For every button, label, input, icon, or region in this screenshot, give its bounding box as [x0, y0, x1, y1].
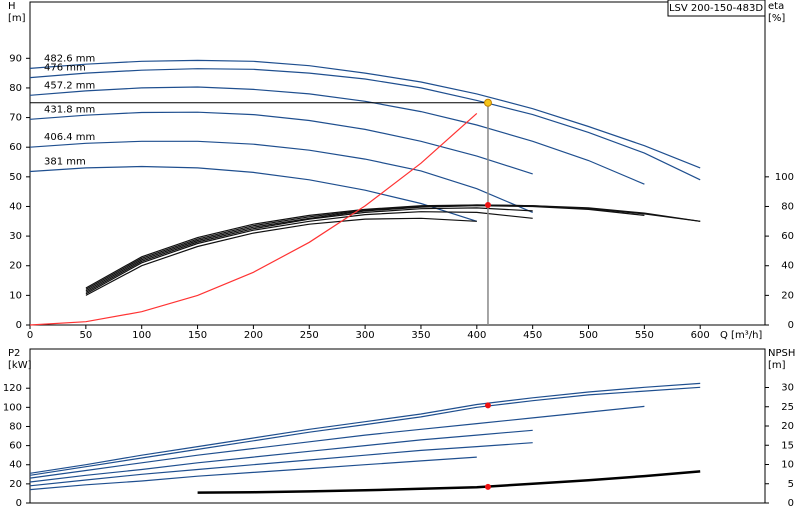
- curve: [29, 429, 533, 483]
- y-tick-label: 90: [9, 53, 22, 64]
- curve: [29, 386, 701, 476]
- model-label: LSV 200-150-483D: [669, 3, 763, 14]
- curve-label: 476 mm: [44, 63, 86, 74]
- y2-tick-label: 40: [781, 261, 794, 272]
- x-tick-label: 250: [300, 330, 319, 341]
- curve-label: 457.2 mm: [44, 80, 95, 91]
- y-tick-label: 120: [3, 383, 22, 394]
- curve: [85, 204, 701, 290]
- y2-axis-unit: [%]: [768, 13, 785, 24]
- y-tick-label: 60: [9, 441, 22, 452]
- y-tick-label: 80: [9, 421, 22, 432]
- curve: [29, 59, 701, 169]
- plot-frame: [29, 1, 766, 326]
- model-label-box: [667, 0, 766, 17]
- y2-tick-label: 10: [781, 460, 794, 471]
- curve: [29, 140, 533, 213]
- duty-point: [484, 402, 491, 409]
- y-tick-label: 20: [9, 261, 22, 272]
- x-tick-label: 350: [411, 330, 430, 341]
- y-tick-label: 60: [9, 142, 22, 153]
- y-axis-unit: [m]: [8, 13, 26, 24]
- plot-frame: [29, 348, 766, 504]
- y-tick-label: 30: [9, 231, 22, 242]
- y-axis-title: P2: [8, 348, 20, 359]
- y-axis-unit: [kW]: [8, 360, 32, 371]
- curve: [85, 217, 477, 296]
- y-tick-label: 40: [9, 460, 22, 471]
- curve: [85, 211, 533, 295]
- curve-label: 406.4 mm: [44, 132, 95, 143]
- y2-tick-label: 20: [781, 421, 794, 432]
- curve: [29, 86, 645, 185]
- y-tick-label: 80: [9, 83, 22, 94]
- y2-tick-label: 30: [781, 383, 794, 394]
- y2-tick-label: 0: [788, 320, 794, 331]
- x-tick-label: 400: [467, 330, 486, 341]
- curve-label: 381 mm: [44, 157, 86, 168]
- y-tick-label: 0: [16, 498, 22, 509]
- curve: [29, 405, 645, 479]
- y-tick-label: 100: [3, 402, 22, 413]
- y-tick-label: 20: [9, 479, 22, 490]
- y2-axis-title: eta: [768, 1, 784, 12]
- y2-tick-label: 15: [781, 440, 794, 451]
- y-tick-label: 70: [9, 113, 22, 124]
- duty-point-y2: [484, 201, 491, 208]
- curve: [197, 470, 701, 494]
- x-tick-label: 200: [244, 330, 263, 341]
- duty-point: [483, 98, 492, 107]
- curve: [29, 165, 477, 222]
- curve: [29, 382, 701, 474]
- curve: [85, 207, 533, 293]
- x-tick-label: 300: [356, 330, 375, 341]
- y2-tick-label: 25: [781, 402, 794, 413]
- x-tick-label: 600: [691, 330, 710, 341]
- y2-axis-title: NPSH: [768, 348, 795, 359]
- curve: [29, 111, 533, 175]
- x-tick-label: 0: [27, 330, 33, 341]
- curve-label: 431.8 mm: [44, 104, 95, 115]
- curve: [29, 112, 478, 326]
- x-tick-label: 550: [635, 330, 654, 341]
- curve-label: 482.6 mm: [44, 53, 95, 64]
- y2-tick-label: 0: [788, 498, 794, 509]
- y2-axis-unit: [m]: [768, 360, 786, 371]
- y-tick-label: 0: [16, 320, 22, 331]
- y-axis-title: H: [8, 1, 16, 12]
- x-tick-label: 450: [523, 330, 542, 341]
- curve: [29, 456, 477, 491]
- x-tick-label: 50: [79, 330, 92, 341]
- y-tick-label: 50: [9, 172, 22, 183]
- y-tick-label: 40: [9, 201, 22, 212]
- x-tick-label: 100: [132, 330, 151, 341]
- curve: [29, 442, 533, 487]
- curve: [85, 205, 645, 292]
- y2-tick-label: 80: [781, 201, 794, 212]
- y2-tick-label: 20: [781, 290, 794, 301]
- y-tick-label: 10: [9, 290, 22, 301]
- y2-tick-label: 5: [788, 479, 794, 490]
- curve: [85, 204, 701, 289]
- x-tick-label: 150: [188, 330, 207, 341]
- y2-tick-label: 60: [781, 231, 794, 242]
- x-tick-label: 500: [579, 330, 598, 341]
- y2-tick-label: 100: [775, 172, 794, 183]
- curve: [29, 68, 701, 181]
- x-axis-title: Q [m³/h]: [720, 330, 762, 341]
- duty-point-y2: [484, 483, 491, 490]
